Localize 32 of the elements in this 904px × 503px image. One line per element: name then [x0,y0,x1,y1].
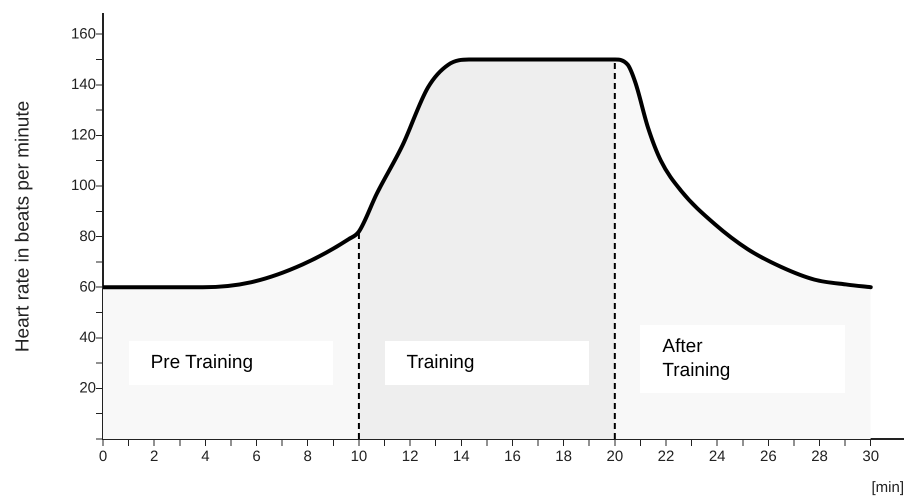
x-tick-label: 22 [658,448,674,466]
y-tick-label: 160 [70,25,96,42]
x-tick-label: 28 [811,448,828,466]
x-tick-label: 8 [304,448,312,466]
x-tick-label: 6 [252,448,261,466]
y-tick-label: 140 [70,76,96,93]
x-tick-label: 12 [402,448,418,466]
x-tick-label: 10 [350,448,368,466]
y-tick-label: 60 [79,278,96,296]
x-tick-label: 26 [760,448,777,466]
x-tick-label: 14 [452,448,470,466]
band-label: Pre Training [150,351,254,376]
label-box: After Training [640,325,846,394]
y-axis-title: Heart rate in beats per minute [12,100,34,352]
label-box: Pre Training [128,341,334,386]
x-tick-label: 2 [150,448,158,466]
x-axis-title: [min] [871,479,904,496]
x-tick-label: 16 [504,448,521,466]
band-label: Training [406,351,474,376]
label-box: Training [384,341,590,386]
x-tick-label: 4 [201,448,210,466]
x-tick-label: 30 [862,448,880,466]
y-tick-label: 100 [70,177,96,194]
y-tick-label: 20 [79,380,96,397]
x-tick-label: 0 [98,448,108,466]
y-tick-label: 120 [70,126,96,144]
x-tick-label: 20 [606,448,624,466]
x-tick-label: 24 [708,448,726,466]
y-tick-label: 80 [79,228,96,245]
y-tick-label: 40 [79,328,96,346]
band-label: After Training [662,335,730,384]
x-tick-label: 18 [555,448,572,466]
